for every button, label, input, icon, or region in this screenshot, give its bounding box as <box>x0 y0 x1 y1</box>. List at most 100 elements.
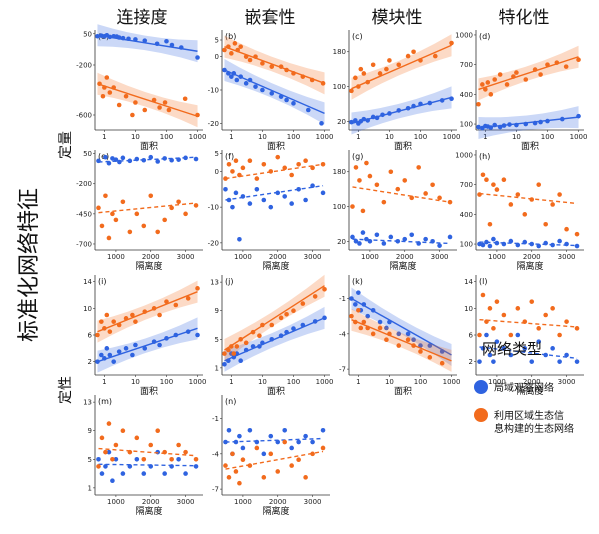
data-point <box>229 74 234 79</box>
data-point <box>504 82 510 87</box>
data-point <box>243 81 249 86</box>
data-point <box>103 449 108 455</box>
panel-b: (b) -20 -10 0 5 1 10 100 1000 面积 <box>208 30 333 152</box>
panel-l: (l) 2 6 10 14 1000 2000 3000 隔离度 <box>464 275 584 397</box>
data-point <box>95 33 100 39</box>
data-point <box>427 355 433 360</box>
y-tick-label: 0 <box>215 53 219 61</box>
data-point <box>185 296 191 301</box>
data-point <box>195 332 200 338</box>
series-regional <box>223 154 326 181</box>
data-point <box>141 456 147 462</box>
data-point <box>361 319 367 325</box>
data-point <box>289 445 294 451</box>
data-point <box>282 194 288 199</box>
data-point <box>234 77 240 83</box>
data-point <box>96 205 101 211</box>
data-point <box>358 66 364 72</box>
data-point <box>515 192 521 197</box>
data-point <box>576 57 581 63</box>
panel-d: (d) 100 400 700 1000 1 10 100 1000 面积 <box>455 30 587 152</box>
data-point <box>148 154 154 160</box>
x-tick-label: 10 <box>131 378 140 386</box>
data-point <box>291 101 296 106</box>
data-point <box>222 361 227 367</box>
trend-line <box>478 116 579 129</box>
data-point <box>133 319 138 324</box>
data-point <box>384 325 389 331</box>
data-point <box>353 239 359 244</box>
x-tick-label: 100 <box>287 378 300 386</box>
data-point <box>320 427 326 433</box>
data-point <box>148 193 154 199</box>
data-point <box>300 301 306 306</box>
series-regional <box>96 421 199 469</box>
data-point <box>195 286 200 291</box>
x-tick-label: 1 <box>356 133 360 141</box>
data-point <box>243 340 249 346</box>
data-point <box>111 359 117 364</box>
data-point <box>176 456 181 462</box>
legend-marker-regional <box>474 408 488 422</box>
y-tick-label: 14 <box>464 278 473 286</box>
data-point <box>563 64 569 69</box>
x-tick-label: 100 <box>287 133 300 141</box>
data-point <box>166 107 172 113</box>
data-point <box>238 44 244 49</box>
panel-k: (k) -7 -4 -1 1 10 100 1000 面积 <box>339 275 460 397</box>
data-point <box>491 236 496 242</box>
data-point <box>155 159 161 164</box>
y-tick-label: -4 <box>339 330 347 338</box>
data-point <box>99 435 105 441</box>
series-local <box>223 183 326 242</box>
y-tick-label: 9 <box>88 427 92 435</box>
data-point <box>107 90 113 95</box>
x-tick-label: 1000 <box>443 133 461 141</box>
data-point <box>260 61 265 66</box>
data-point <box>130 112 135 118</box>
data-point <box>491 326 496 331</box>
x-tick-label: 100 <box>160 378 173 386</box>
column-title-connectance: 连接度 <box>117 8 168 28</box>
data-point <box>370 331 376 337</box>
y-tick-label: 100 <box>333 83 346 91</box>
data-point <box>388 169 394 175</box>
trend-line <box>479 346 578 360</box>
series-local <box>349 287 452 366</box>
data-point <box>162 217 167 223</box>
data-point <box>491 359 496 364</box>
data-point <box>550 306 555 311</box>
y-tick-label: -7 <box>212 486 219 494</box>
data-point <box>522 346 528 351</box>
x-tick-label: 2000 <box>142 253 160 261</box>
data-point <box>142 346 148 351</box>
data-point <box>574 326 580 331</box>
data-point <box>361 71 367 76</box>
data-point <box>106 421 112 426</box>
y-tick-label: 1 <box>88 484 92 492</box>
y-tick-label: 5 <box>215 37 219 45</box>
y-tick-label: -600 <box>76 112 92 120</box>
data-point <box>275 154 281 160</box>
trend-line <box>97 327 198 363</box>
data-point <box>133 342 138 348</box>
data-point <box>574 359 580 364</box>
data-point <box>183 211 188 217</box>
data-point <box>508 332 514 338</box>
y-tick-label: 14 <box>83 278 92 286</box>
trend-line <box>351 297 452 356</box>
data-point <box>536 243 542 249</box>
data-point <box>543 221 548 227</box>
data-point <box>226 427 232 433</box>
x-axis-label: 隔离度 <box>262 505 289 517</box>
series-local <box>350 230 453 248</box>
data-point <box>253 84 258 89</box>
panel-label: (j) <box>225 277 233 286</box>
data-point <box>261 451 267 457</box>
data-point <box>291 326 296 331</box>
data-point <box>157 105 162 110</box>
data-point <box>501 177 507 183</box>
data-point <box>514 70 519 75</box>
y-tick-label: -20 <box>208 120 219 128</box>
data-point <box>303 475 308 480</box>
